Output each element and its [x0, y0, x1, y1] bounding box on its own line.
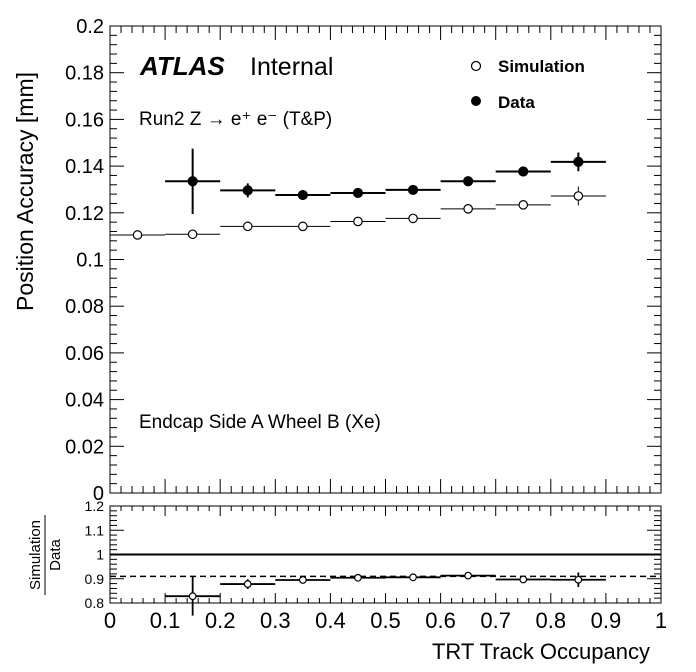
simulation-point [518, 200, 529, 210]
legend: Simulation Data [470, 57, 585, 112]
ratio-point [519, 575, 528, 584]
data-point [573, 156, 584, 167]
simulation-point [242, 221, 253, 232]
ratio-axes: 0 0.1 0.2 0.3 0.4 0.5 0.6 0.7 0.8 0.9 1 0.8 0.9 1 1.1 1… [85, 498, 668, 633]
ratio-point [298, 576, 307, 584]
main-ytick-label: 0.14 [65, 156, 104, 178]
xtick-label: 0.6 [425, 608, 456, 633]
xtick-label: 0.7 [480, 608, 511, 633]
xlabel: TRT Track Occupancy [432, 639, 650, 664]
xtick-label: 0.4 [315, 608, 346, 633]
simulation-point [408, 213, 418, 224]
xtick-label: 0 [104, 608, 116, 633]
data-point [242, 185, 253, 196]
main-ytick-label: 0.18 [65, 63, 104, 85]
data-point [407, 184, 419, 196]
ratio-ytick-label: 1.2 [85, 498, 105, 514]
data-point [187, 176, 198, 187]
simulation-point [298, 221, 308, 232]
ratio-ytick-label: 0.8 [85, 595, 105, 611]
data-point [463, 176, 474, 187]
ratio-ylabel: Simulation Data [27, 515, 64, 595]
xtick-label: 1 [655, 608, 667, 633]
main-ylabel: Position Accuracy [mm] [12, 72, 38, 311]
main-ytick-label: 0.16 [65, 109, 104, 131]
simulation-point [187, 229, 198, 240]
ratio-point [188, 592, 197, 601]
simulation-point [353, 216, 363, 227]
simulation-point [573, 191, 584, 201]
main-axes: 0 0.02 0.04 0.06 0.08 0.1 0.12 0.14 0.16 0.18 0.2 [65, 16, 662, 505]
internal-label: Internal [250, 53, 333, 81]
main-ytick-label: 0.04 [65, 390, 104, 412]
xtick-label: 0.5 [370, 608, 401, 633]
ratio-ylabel-denominator: Data [47, 539, 64, 571]
atlas-label: ATLAS [139, 51, 225, 81]
ratio-point [354, 573, 362, 582]
ratio-ytick-label: 1.1 [85, 522, 105, 538]
legend-simulation-label: Simulation [498, 57, 585, 76]
xtick-label: 0.1 [150, 608, 181, 633]
main-ytick-label: 0.06 [65, 343, 104, 365]
simulation-point [132, 230, 143, 240]
simulation-point [463, 204, 473, 214]
data-point [352, 187, 364, 199]
main-ytick-label: 0.08 [65, 296, 104, 318]
legend-simulation-marker [470, 60, 482, 72]
xtick-label: 0.9 [591, 608, 622, 633]
xtick-label: 0.2 [205, 608, 236, 633]
main-ytick-label: 0 [93, 483, 104, 505]
legend-data-marker [471, 96, 481, 106]
run-label: Run2 Z → e⁺ e⁻ (T&P) [139, 109, 332, 130]
xtick-label: 0.8 [536, 608, 567, 633]
ratio-point [574, 575, 583, 584]
ratio-point [409, 573, 417, 582]
region-label: Endcap Side A Wheel B (Xe) [139, 412, 381, 433]
ratio-ytick-label: 1 [96, 547, 104, 563]
main-marks [110, 148, 606, 240]
data-point [297, 189, 308, 201]
main-ytick-label: 0.1 [76, 250, 104, 272]
ratio-ylabel-numerator: Simulation [27, 520, 44, 590]
ratio-marks [165, 571, 606, 616]
main-ytick-label: 0.02 [65, 436, 104, 458]
main-ytick-label: 0.2 [76, 16, 104, 38]
data-point [518, 166, 529, 177]
ratio-point [243, 580, 252, 588]
xtick-label: 0.3 [260, 608, 291, 633]
ratio-ytick-label: 0.9 [85, 571, 105, 587]
ratio-point [464, 571, 473, 580]
main-ytick-label: 0.12 [65, 203, 104, 225]
legend-data-label: Data [498, 93, 535, 112]
